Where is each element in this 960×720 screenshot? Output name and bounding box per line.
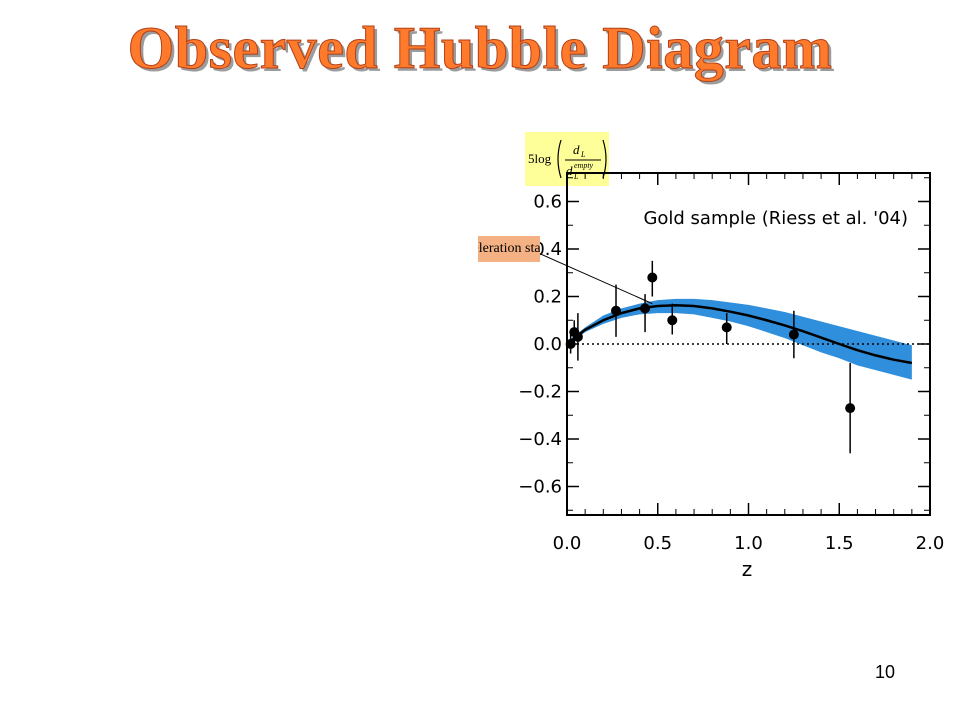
y-tick-label: −0.6 [518, 477, 562, 498]
x-tick-label: 0.0 [553, 533, 582, 554]
data-point-4 [611, 284, 622, 337]
formula-right-paren [602, 139, 607, 179]
formula-prefix: 5log [528, 151, 552, 166]
y-tick-label: 0.2 [533, 287, 562, 308]
acceleration-callout: Acceleration starts [478, 236, 540, 262]
ylabel-formula-box: 5log d L d L empty [525, 132, 609, 186]
data-point-9 [788, 310, 799, 359]
data-point-marker [611, 305, 622, 316]
model-curve [566, 304, 913, 365]
data-point-marker [721, 322, 732, 333]
band-layer [567, 298, 912, 380]
y-tick-label: 0.0 [533, 334, 562, 355]
formula-denominator-sup: empty [574, 161, 594, 170]
annotation-arrow [535, 251, 653, 305]
formula-numerator: d [573, 142, 580, 157]
axis-layer: 0.0 0.5 1.0 1.5 2.0 0.6 0.4 0.2 0.0 −0.2 −0.4 −0.6 [518, 172, 945, 554]
chart-title: Gold sample (Riess et al. '04) [643, 208, 908, 229]
data-point-6 [647, 260, 658, 297]
y-tick-label: −0.2 [518, 382, 562, 403]
data-point-7 [667, 303, 678, 335]
point-layer [565, 260, 856, 454]
data-point-marker [667, 315, 678, 326]
x-tick-label: 2.0 [916, 533, 945, 554]
data-point-marker [640, 303, 651, 314]
formula-numerator-sub: L [580, 150, 586, 159]
data-point-3 [572, 313, 583, 361]
y-tick-label: 0.6 [533, 192, 562, 213]
page-number: 10 [875, 662, 896, 682]
y-tick-label: −0.4 [518, 429, 562, 450]
data-point-8 [721, 313, 732, 344]
slide-title: Observed Hubble Diagram [127, 15, 833, 82]
callout-text: Acceleration starts [478, 241, 540, 256]
confidence-band [567, 298, 912, 380]
formula-denominator: d [566, 163, 573, 178]
x-axis-label: z [742, 557, 753, 581]
data-point-marker [647, 272, 658, 283]
annotation-arrow-layer [535, 251, 653, 305]
data-point-10 [845, 363, 856, 454]
data-point-marker [845, 403, 856, 414]
x-tick-label: 1.5 [825, 533, 854, 554]
x-tick-label: 0.5 [643, 533, 672, 554]
data-point-marker [572, 331, 583, 342]
formula-denominator-sub: L [573, 172, 579, 181]
curve-layer [566, 304, 913, 365]
formula-left-paren [557, 139, 562, 179]
ylabel-formula: 5log d L d L empty [528, 139, 607, 181]
x-tick-label: 1.0 [734, 533, 763, 554]
data-point-marker [788, 329, 799, 340]
y-tick-label: 0.4 [533, 239, 562, 260]
